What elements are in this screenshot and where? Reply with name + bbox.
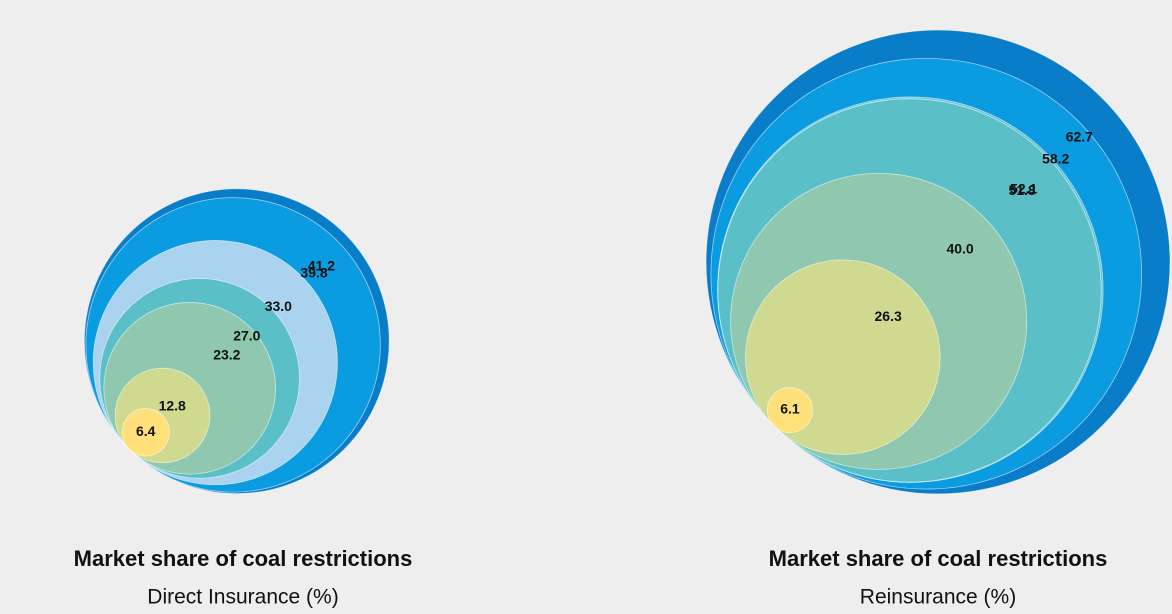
value-label: 58.2 xyxy=(1042,151,1069,167)
value-label: 23.2 xyxy=(213,346,240,362)
value-label: 51.8 xyxy=(1008,182,1035,198)
value-label: 33.0 xyxy=(265,298,292,314)
chart-title: Market share of coal restrictions xyxy=(74,546,413,571)
value-label: 62.7 xyxy=(1066,128,1093,144)
value-label: 6.1 xyxy=(780,401,800,417)
value-label: 6.4 xyxy=(136,423,156,439)
value-label: 52.1 xyxy=(1010,181,1037,197)
bubble xyxy=(121,408,170,457)
bubble xyxy=(766,387,813,434)
value-label: 41.2 xyxy=(308,257,335,273)
value-label: 27.0 xyxy=(233,328,260,344)
chart-title: Market share of coal restrictions xyxy=(769,546,1108,571)
chart-subtitle: Direct Insurance (%) xyxy=(147,586,338,609)
value-label: 12.8 xyxy=(159,398,186,414)
value-label: 39.8 xyxy=(300,264,327,280)
chart-subtitle: Reinsurance (%) xyxy=(860,586,1016,609)
value-label: 26.3 xyxy=(875,308,902,324)
value-label: 40.0 xyxy=(946,240,973,256)
